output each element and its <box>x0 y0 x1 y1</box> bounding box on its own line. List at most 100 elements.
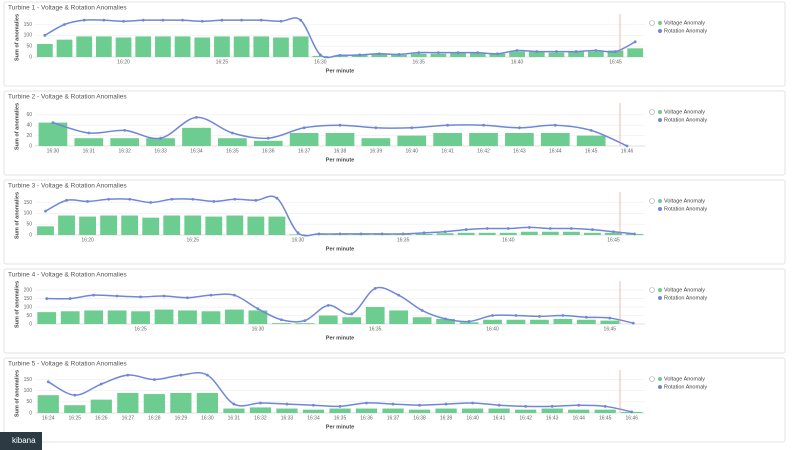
line-point <box>326 303 330 307</box>
line-point <box>518 126 521 130</box>
bar <box>182 127 211 146</box>
brand-logo[interactable]: kibana <box>0 432 42 450</box>
bar <box>489 53 506 57</box>
legend-swatch <box>658 29 662 33</box>
line-point <box>550 404 554 408</box>
bar <box>84 310 104 324</box>
line-point <box>420 309 424 312</box>
bar <box>605 232 622 235</box>
bar <box>205 216 223 235</box>
bar <box>79 216 96 235</box>
bar <box>562 231 580 235</box>
line-point <box>633 40 637 44</box>
line-point <box>515 49 519 52</box>
bar <box>154 309 174 324</box>
bar <box>110 138 140 146</box>
line-point <box>302 126 306 130</box>
x-axis-label: Per minute <box>326 246 354 252</box>
line-point <box>359 232 363 236</box>
bar <box>576 319 596 324</box>
legend-toggle <box>649 287 655 293</box>
y-tick-label: 150 <box>24 296 33 302</box>
line-point <box>338 53 342 57</box>
bar <box>36 44 53 57</box>
x-tick-label: 16:40 <box>502 237 515 243</box>
line-point <box>444 402 448 406</box>
line-point <box>317 232 321 236</box>
bar <box>412 317 432 324</box>
line-point <box>87 131 91 135</box>
bar <box>170 392 192 413</box>
line-point <box>209 293 213 297</box>
line-point <box>496 52 499 56</box>
x-tick-label: 16:43 <box>513 148 526 154</box>
line-point <box>418 403 421 407</box>
line-point <box>373 286 377 290</box>
bar <box>135 36 152 57</box>
x-tick-label: 16:34 <box>307 415 320 421</box>
bar <box>117 392 139 413</box>
y-tick-label: 0 <box>29 321 32 327</box>
line-point <box>476 51 480 55</box>
line-point <box>92 293 96 297</box>
bar <box>273 37 289 57</box>
line-point <box>68 297 72 300</box>
bar <box>391 54 407 57</box>
line-point <box>233 197 237 201</box>
line-point <box>391 402 395 406</box>
x-tick-label: 16:40 <box>486 326 499 332</box>
x-tick-label: 16:36 <box>360 415 373 421</box>
line-point <box>630 410 634 414</box>
bar <box>433 133 462 146</box>
bar <box>627 48 644 57</box>
x-tick-label: 16:46 <box>621 148 634 154</box>
bar <box>520 231 538 235</box>
x-tick-label: 16:36 <box>262 148 275 154</box>
x-tick-label: 16:45 <box>599 415 612 421</box>
x-tick-label: 16:28 <box>148 415 161 421</box>
line-point <box>591 228 594 231</box>
panel-title: Turbine 3 - Voltage & Rotation Anomalies <box>8 183 127 190</box>
line-point <box>149 201 153 204</box>
legend-swatch <box>658 296 662 300</box>
line-point <box>126 373 130 377</box>
bar <box>90 399 112 413</box>
line-point <box>584 315 588 319</box>
bar <box>121 215 139 235</box>
line-point <box>161 18 165 22</box>
line-point <box>45 297 49 300</box>
line-point <box>614 50 617 53</box>
line-point <box>633 232 636 236</box>
bar <box>74 138 104 146</box>
bar <box>146 138 175 146</box>
bar <box>248 310 268 324</box>
line-point <box>46 380 50 384</box>
bar <box>541 231 559 235</box>
x-tick-label: 16:45 <box>609 59 622 65</box>
bar <box>214 36 230 57</box>
panel-title: Turbine 4 - Voltage & Rotation Anomalies <box>8 272 127 279</box>
line-point <box>43 33 47 37</box>
x-tick-label: 16:35 <box>334 415 347 421</box>
x-tick-label: 16:27 <box>122 415 135 421</box>
bar <box>389 310 409 324</box>
legend-label: Voltage Anomaly <box>664 109 705 115</box>
y-tick-label: 50 <box>26 221 32 227</box>
line-point <box>200 19 204 23</box>
bar <box>342 317 362 324</box>
line-point <box>205 373 209 377</box>
bar <box>450 52 466 57</box>
line-point <box>318 53 322 57</box>
y-tick-label: 100 <box>24 33 33 39</box>
bar <box>371 53 388 57</box>
line-point <box>141 18 145 22</box>
bar <box>60 311 80 324</box>
line-point <box>436 51 440 55</box>
legend-swatch <box>658 288 662 292</box>
bar <box>312 55 329 57</box>
line-point <box>170 197 174 201</box>
line-point <box>82 18 86 22</box>
line-point <box>179 373 183 377</box>
line-point <box>350 312 354 316</box>
